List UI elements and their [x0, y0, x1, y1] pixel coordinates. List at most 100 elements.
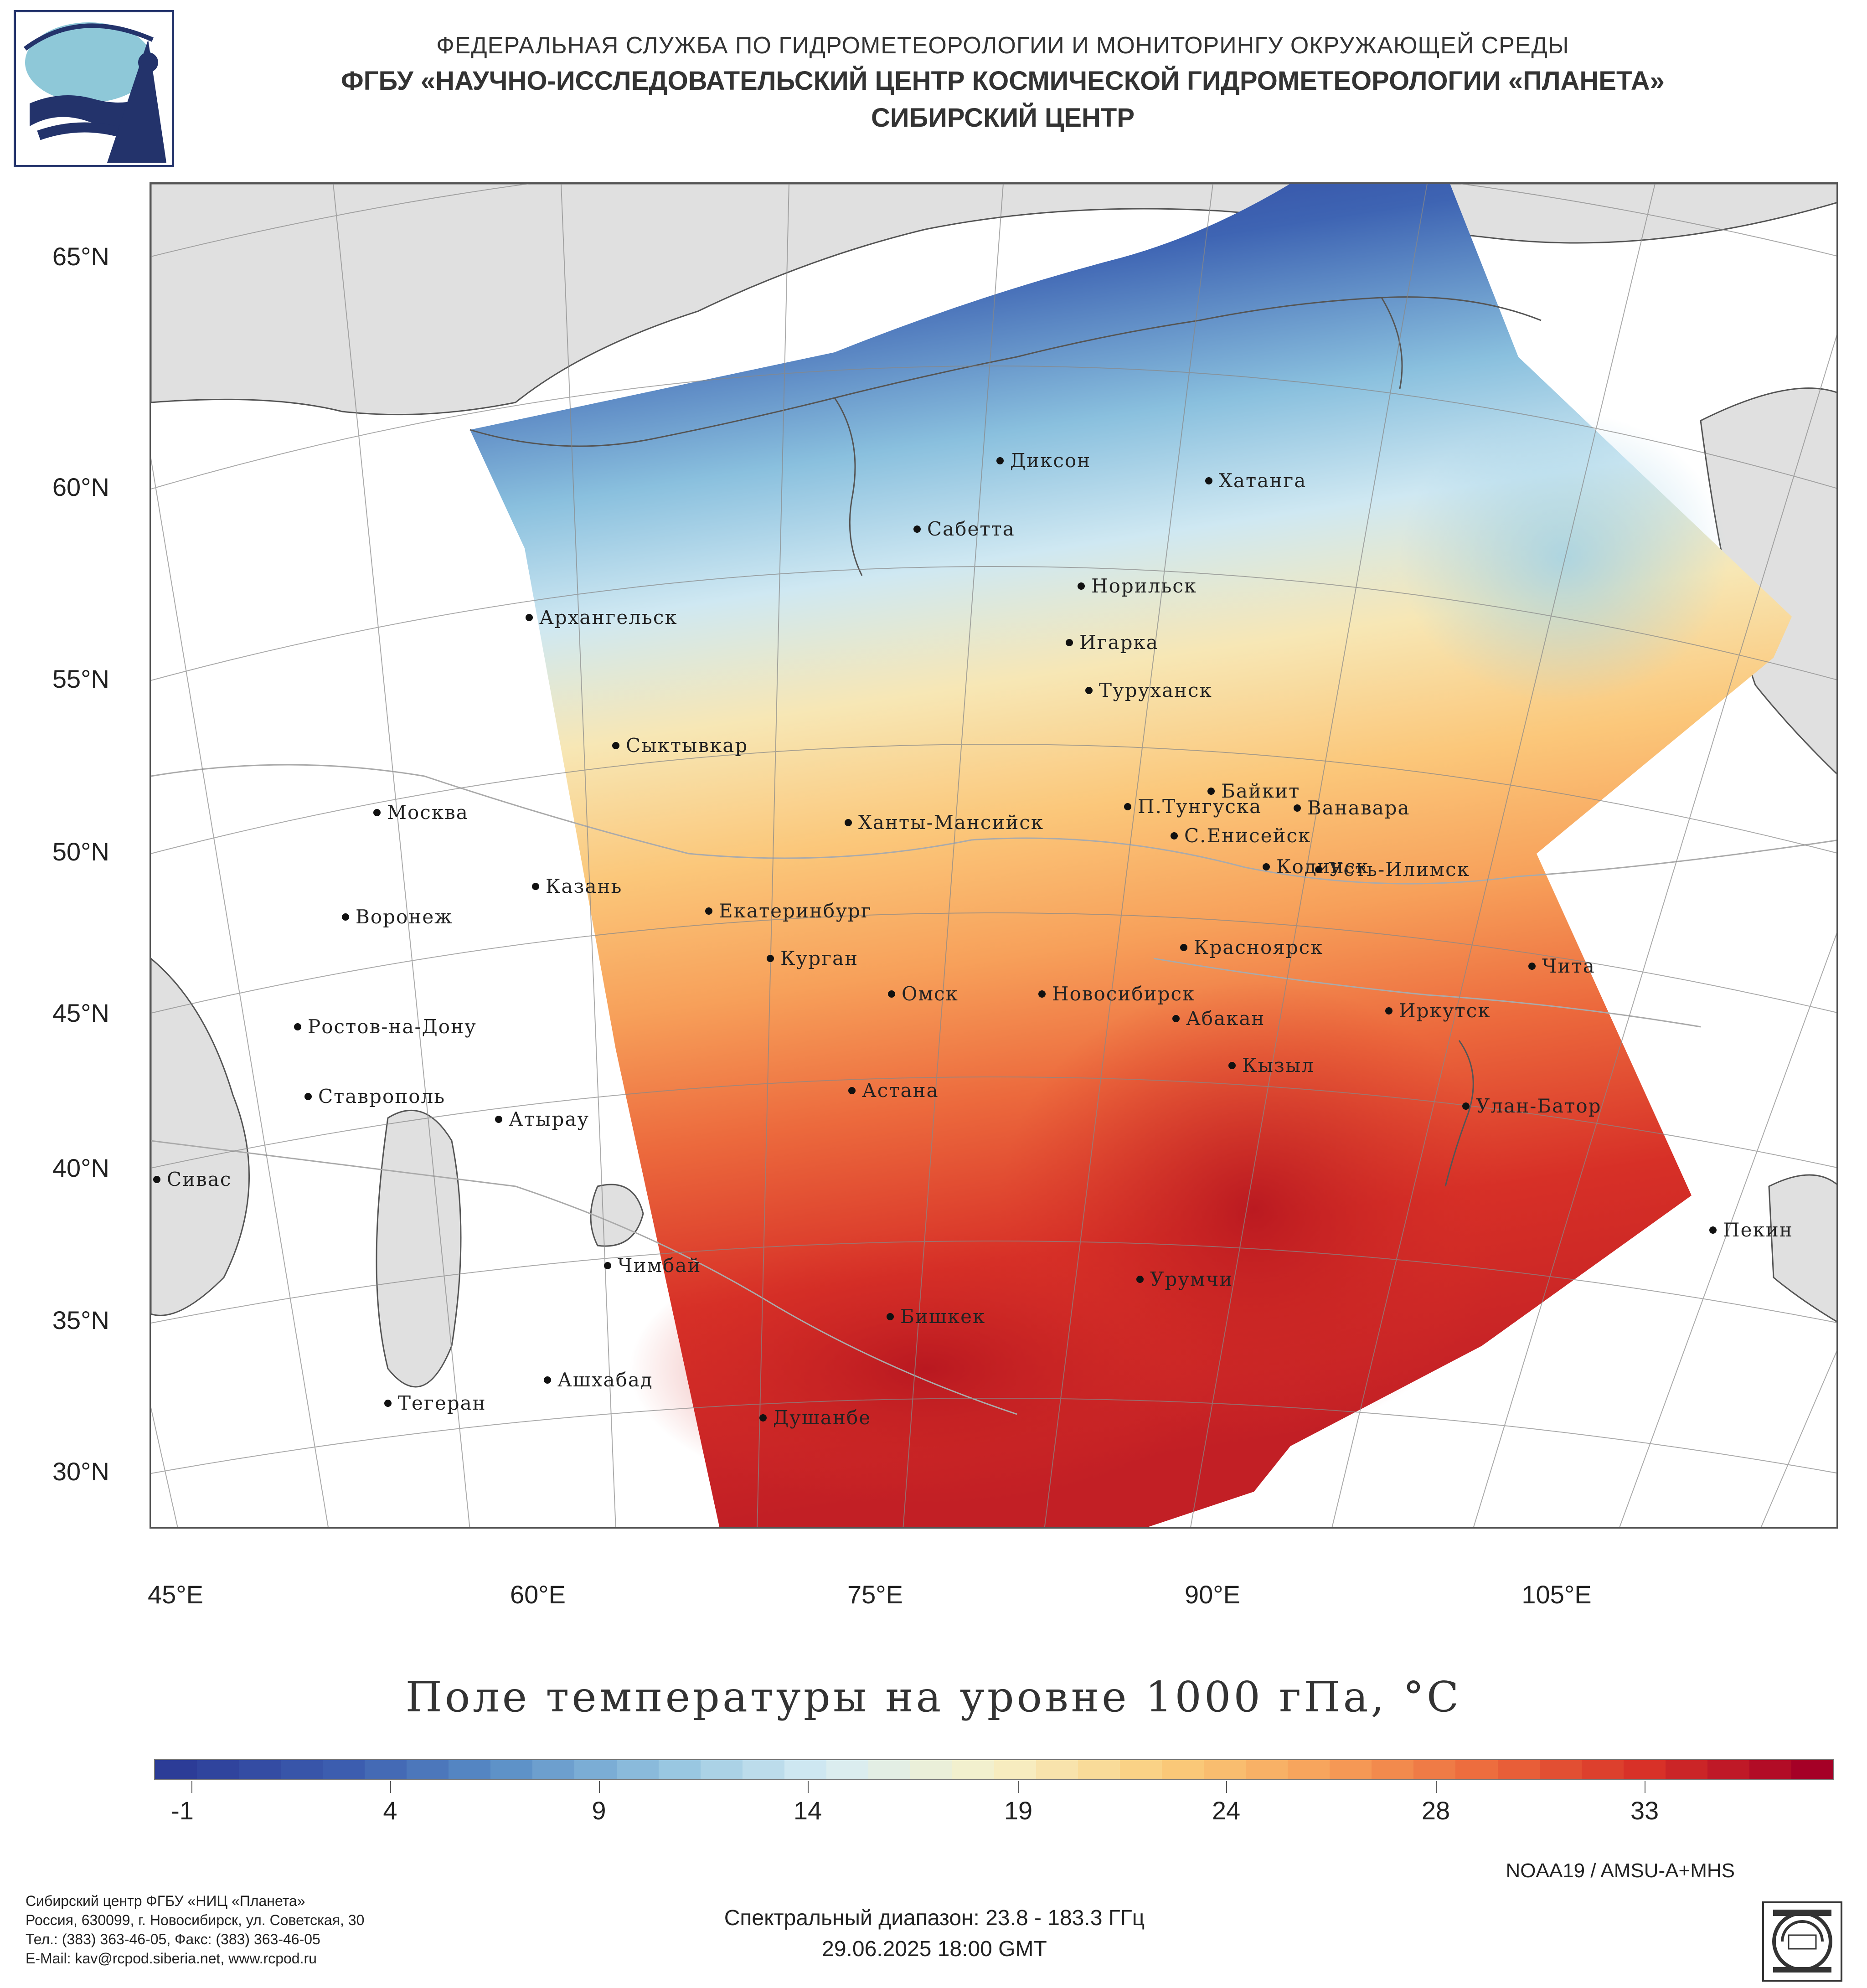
city-dikson: Диксон — [996, 449, 1090, 472]
svg-text:Бишкек: Бишкек — [900, 1305, 985, 1328]
city-dushanbe: Душанбе — [759, 1406, 871, 1429]
colorbar-segment — [281, 1760, 323, 1779]
org-phone: Тел.: (383) 363-46-05, Факс: (383) 363-4… — [26, 1931, 320, 1947]
colorbar-segment — [1162, 1760, 1204, 1779]
colorbar-segment — [490, 1760, 533, 1779]
city-voronezh: Воронеж — [342, 906, 453, 928]
svg-text:П.Тунгуска: П.Тунгуска — [1138, 795, 1262, 818]
city-kodinsk: Кодинск — [1263, 855, 1369, 878]
lat-label-65: 65°N — [52, 242, 109, 271]
coastlines — [469, 296, 1542, 1187]
colorbar-tick-label: 19 — [1004, 1796, 1033, 1825]
svg-text:Ставрополь: Ставрополь — [318, 1085, 445, 1107]
svg-text:Екатеринбург: Екатеринбург — [719, 900, 872, 922]
city-astana: Астана — [848, 1079, 939, 1102]
colorbar-segment — [532, 1760, 575, 1779]
colorbar-segment — [1581, 1760, 1624, 1779]
svg-text:Душанбе: Душанбе — [773, 1406, 871, 1429]
header-institute: ФГБУ «НАУЧНО-ИССЛЕДОВАТЕЛЬСКИЙ ЦЕНТР КОС… — [341, 66, 1665, 96]
colorbar-segment — [1539, 1760, 1582, 1779]
header-center: СИБИРСКИЙ ЦЕНТР — [871, 103, 1135, 133]
svg-text:Кызыл: Кызыл — [1242, 1054, 1315, 1076]
city-ekaterinburg: Екатеринбург — [705, 900, 872, 922]
city-arkhangelsk: Архангельск — [526, 606, 677, 628]
lat-label-50: 50°N — [52, 837, 109, 866]
colorbar-segment — [616, 1760, 659, 1779]
lat-label-30: 30°N — [52, 1457, 109, 1486]
svg-text:Красноярск: Красноярск — [1194, 936, 1323, 958]
colorbar-segment — [407, 1760, 449, 1779]
svg-text:Урумчи: Урумчи — [1150, 1268, 1233, 1290]
city-bishkek: Бишкек — [887, 1305, 985, 1328]
city-irkutsk: Иркутск — [1385, 999, 1490, 1022]
lon-label-105: 105°E — [1521, 1580, 1592, 1609]
instrument-label: NOAA19 / AMSU-A+MHS — [1506, 1859, 1735, 1882]
colorbar-segment — [1413, 1760, 1456, 1779]
colorbar-segment — [994, 1760, 1036, 1779]
svg-text:Чита: Чита — [1542, 955, 1595, 977]
svg-text:Чимбай: Чимбай — [618, 1254, 701, 1277]
colorbar-segment — [1791, 1760, 1833, 1779]
org-name: Сибирский центр ФГБУ «НИЦ «Планета» — [26, 1893, 305, 1909]
city-igarka: Игарка — [1066, 631, 1159, 654]
header-agency: ФЕДЕРАЛЬНАЯ СЛУЖБА ПО ГИДРОМЕТЕОРОЛОГИИ … — [436, 32, 1569, 59]
city-kyzyl: Кызыл — [1228, 1054, 1315, 1076]
city-s-eniseysk: С.Енисейск — [1171, 824, 1310, 847]
colorbar-tick-label: 14 — [793, 1796, 822, 1825]
temperature-map: Диксон Хатанга Сабетта Норильск Архангел… — [150, 182, 1838, 1529]
colorbar-tick-label: 28 — [1421, 1796, 1450, 1825]
graticule — [151, 184, 1836, 1527]
svg-text:Казань: Казань — [546, 875, 622, 897]
colorbar-segment — [1372, 1760, 1414, 1779]
colorbar-tick-label: 33 — [1630, 1796, 1659, 1825]
map-canvas: Диксон Хатанга Сабетта Норильск Архангел… — [151, 184, 1836, 1527]
colorbar-segment — [1204, 1760, 1246, 1779]
colorbar-tick-label: -1 — [171, 1796, 194, 1825]
city-ashkhabad: Ашхабад — [544, 1369, 652, 1391]
colorbar-tick-label: 9 — [592, 1796, 606, 1825]
city-chimbay: Чимбай — [604, 1254, 701, 1277]
colorbar-segment — [784, 1760, 826, 1779]
city-kazan: Казань — [532, 875, 622, 897]
svg-text:Омск: Омск — [902, 983, 959, 1005]
colorbar-segment — [742, 1760, 784, 1779]
svg-text:Сыктывкар: Сыктывкар — [626, 734, 748, 757]
lat-label-60: 60°N — [52, 473, 109, 501]
city-ulan-bator: Улан-Батор — [1462, 1095, 1601, 1117]
city-novosibirsk: Новосибирск — [1038, 983, 1194, 1005]
colorbar-segment — [1330, 1760, 1372, 1779]
colorbar-segment — [155, 1760, 197, 1779]
city-pekin: Пекин — [1709, 1219, 1792, 1241]
city-sivas: Сивас — [153, 1168, 232, 1190]
spectral-range: Спектральный диапазон: 23.8 - 183.3 ГГц — [724, 1906, 1145, 1930]
svg-text:Кодинск: Кодинск — [1276, 855, 1369, 878]
svg-text:Туруханск: Туруханск — [1099, 679, 1212, 701]
colorbar-segment — [449, 1760, 491, 1779]
svg-text:Атырау: Атырау — [509, 1108, 589, 1130]
svg-text:Тегеран: Тегеран — [398, 1392, 486, 1414]
city-urumchi: Урумчи — [1136, 1268, 1233, 1290]
colorbar-segment — [239, 1760, 281, 1779]
lat-label-55: 55°N — [52, 664, 109, 693]
svg-text:Байкит: Байкит — [1221, 780, 1300, 802]
city-moskva: Москва — [373, 801, 468, 824]
svg-text:Курган: Курган — [780, 947, 858, 969]
svg-text:Игарка: Игарка — [1079, 631, 1159, 654]
city-vanavara: Ванавара — [1294, 797, 1409, 819]
colorbar-tick-label: 24 — [1212, 1796, 1241, 1825]
colorbar-segment — [952, 1760, 994, 1779]
colorbar-segment — [826, 1760, 868, 1779]
city-krasnoyarsk: Красноярск — [1180, 936, 1323, 958]
svg-text:Сивас: Сивас — [167, 1168, 232, 1190]
lat-label-40: 40°N — [52, 1154, 109, 1182]
svg-text:Астана: Астана — [862, 1079, 939, 1102]
colorbar-segment — [1665, 1760, 1707, 1779]
colorbar-segment — [1707, 1760, 1749, 1779]
city-abakan: Абакан — [1172, 1007, 1264, 1030]
svg-text:Норильск: Норильск — [1091, 575, 1197, 597]
city-atyrau: Атырау — [495, 1108, 589, 1130]
colorbar-segment — [1749, 1760, 1791, 1779]
colorbar-segment — [700, 1760, 743, 1779]
svg-text:Воронеж: Воронеж — [356, 906, 453, 928]
city-khanty-mansiysk: Ханты-Мансийск — [845, 811, 1043, 834]
